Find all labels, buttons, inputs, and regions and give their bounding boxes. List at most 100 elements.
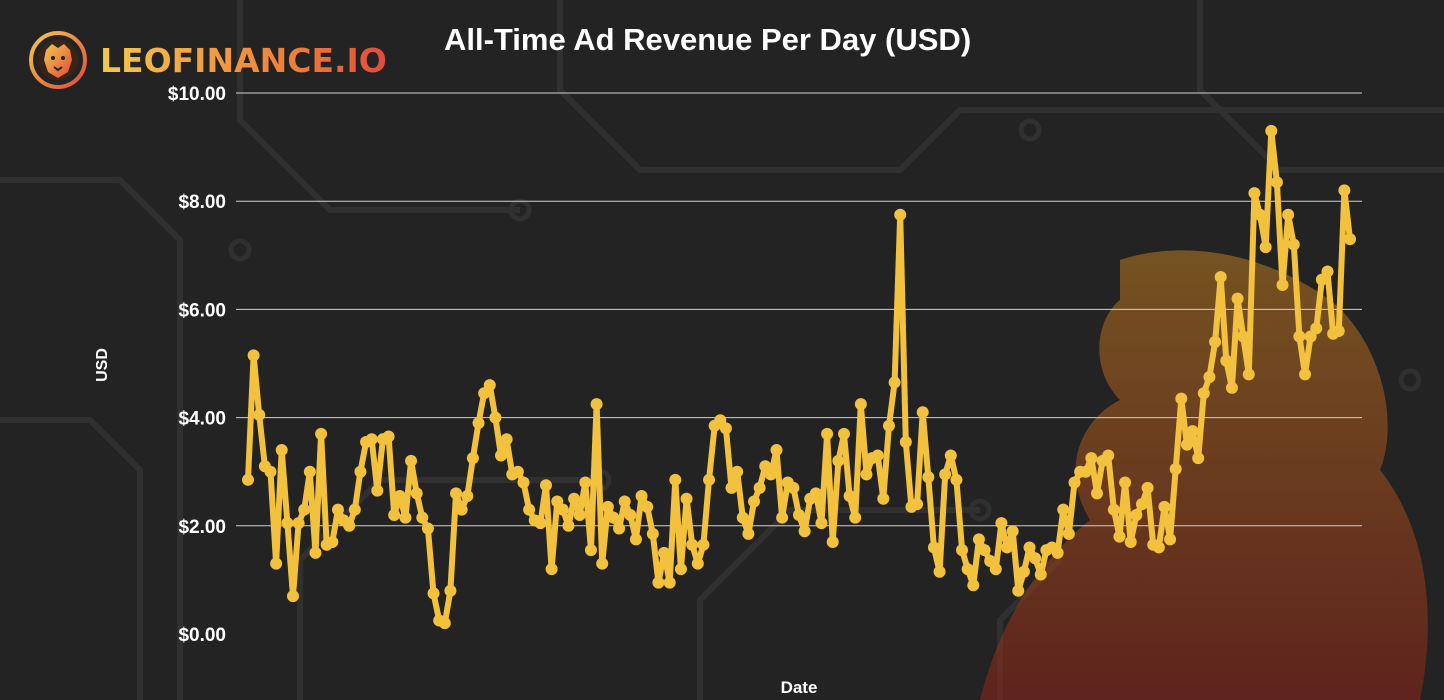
chart-frame xyxy=(60,62,1391,674)
data-point xyxy=(1017,565,1030,578)
data-point xyxy=(776,511,789,524)
data-point xyxy=(989,563,1002,576)
data-point xyxy=(247,349,260,362)
data-point xyxy=(1119,476,1132,489)
data-point xyxy=(1113,530,1126,543)
data-point xyxy=(793,508,805,521)
data-point xyxy=(1141,481,1154,494)
data-point xyxy=(1192,452,1205,465)
data-point xyxy=(523,503,536,516)
y-tick-label: $4.00 xyxy=(178,409,226,430)
data-point xyxy=(731,465,744,478)
data-point xyxy=(944,449,957,462)
data-point xyxy=(1225,381,1238,394)
data-point xyxy=(1254,208,1267,221)
data-point xyxy=(719,422,732,435)
revenue-series xyxy=(242,124,1356,630)
data-point xyxy=(596,557,609,570)
y-tick-label: $0.00 xyxy=(178,625,226,646)
data-point xyxy=(472,417,485,430)
data-point xyxy=(1079,465,1092,478)
y-tick-label: $10.00 xyxy=(168,84,226,105)
data-point xyxy=(264,465,277,478)
data-point xyxy=(1220,354,1233,367)
data-point xyxy=(1057,503,1070,516)
brand-name: LEOFINANCE.IO xyxy=(100,40,387,80)
data-point xyxy=(1023,541,1036,554)
data-point xyxy=(646,527,659,540)
data-point xyxy=(1158,500,1171,513)
data-point xyxy=(309,546,322,559)
data-point xyxy=(545,563,558,576)
data-point xyxy=(821,427,834,440)
data-point xyxy=(674,563,687,576)
data-point xyxy=(1332,325,1345,338)
data-point xyxy=(1231,292,1244,305)
data-point xyxy=(1214,270,1227,283)
data-point xyxy=(882,419,895,432)
data-point xyxy=(286,590,299,603)
data-point xyxy=(871,449,884,462)
data-point xyxy=(1090,487,1103,500)
data-point xyxy=(1265,124,1278,137)
data-point xyxy=(1197,387,1210,400)
data-point xyxy=(421,522,434,535)
x-axis-label: Date xyxy=(780,678,818,697)
data-point xyxy=(742,527,755,540)
data-point xyxy=(652,576,665,589)
data-point xyxy=(697,538,710,551)
data-point xyxy=(1164,533,1177,546)
data-point xyxy=(843,490,856,503)
data-point xyxy=(798,525,811,538)
data-point xyxy=(916,406,929,419)
data-point xyxy=(1203,371,1216,384)
data-point xyxy=(888,376,901,389)
data-point xyxy=(393,490,406,503)
data-point xyxy=(899,435,912,448)
y-axis-label: USD xyxy=(94,348,111,382)
data-point xyxy=(669,473,682,486)
data-point xyxy=(326,536,339,549)
data-point xyxy=(854,398,867,411)
data-point xyxy=(348,503,361,516)
data-point xyxy=(500,433,513,446)
data-point xyxy=(1237,330,1250,343)
data-point xyxy=(1085,452,1098,465)
data-point xyxy=(1107,503,1120,516)
data-point xyxy=(584,544,597,557)
data-point xyxy=(1102,449,1115,462)
data-point xyxy=(725,481,738,494)
data-point xyxy=(950,473,963,486)
data-point xyxy=(956,544,969,557)
data-point xyxy=(292,517,305,530)
data-point xyxy=(562,519,575,532)
data-point xyxy=(303,465,316,478)
y-tick-label: $6.00 xyxy=(178,300,226,321)
data-point xyxy=(1034,568,1047,581)
data-point xyxy=(1062,527,1075,540)
brand-logo: LEOFINANCE.IO xyxy=(28,30,387,90)
data-point xyxy=(911,498,924,511)
data-point xyxy=(1242,368,1255,381)
data-point xyxy=(1012,584,1025,597)
data-point xyxy=(1001,541,1014,554)
chart-title: All-Time Ad Revenue Per Day (USD) xyxy=(444,22,972,57)
data-point xyxy=(849,511,862,524)
data-point xyxy=(736,511,749,524)
data-point xyxy=(1338,184,1351,197)
data-point xyxy=(753,481,766,494)
data-point xyxy=(1310,322,1323,335)
data-point xyxy=(939,468,952,481)
data-point xyxy=(489,411,502,424)
data-point xyxy=(315,427,328,440)
data-point xyxy=(770,444,783,457)
data-point xyxy=(483,379,496,392)
data-point xyxy=(1124,536,1137,549)
data-point xyxy=(922,471,935,484)
data-point xyxy=(534,517,547,530)
data-point xyxy=(461,490,474,503)
data-point xyxy=(1293,330,1306,343)
data-point xyxy=(826,536,839,549)
data-point xyxy=(568,492,581,505)
